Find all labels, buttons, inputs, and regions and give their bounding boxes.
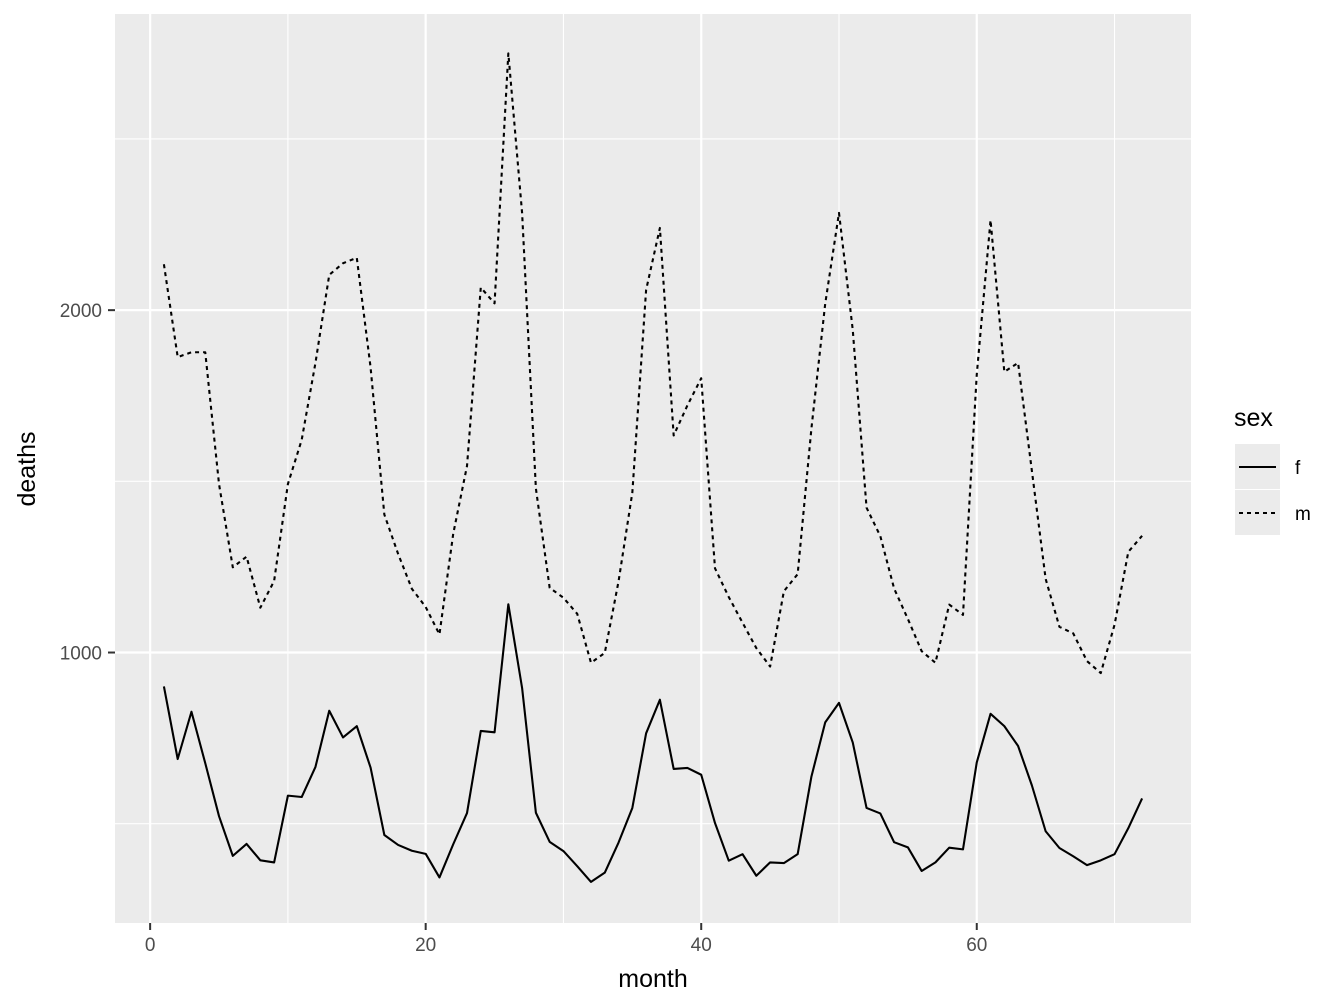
- x-tick-label: 40: [691, 935, 712, 956]
- x-tick-label: 20: [415, 935, 436, 956]
- grid-major: [115, 14, 1191, 923]
- x-axis-title: month: [618, 965, 687, 993]
- legend-label-m: m: [1295, 504, 1311, 525]
- plot-panel: [115, 14, 1191, 923]
- y-axis: 1000 2000: [60, 301, 115, 665]
- legend-title: sex: [1234, 404, 1273, 432]
- x-tick-label: 0: [145, 935, 156, 956]
- legend-label-f: f: [1295, 458, 1301, 479]
- series-line-f: [162, 603, 1144, 883]
- grid-minor: [115, 14, 1191, 923]
- y-tick-label: 1000: [60, 644, 102, 665]
- x-tick-label: 60: [966, 935, 987, 956]
- y-axis-title: deaths: [13, 431, 41, 506]
- series-layer: [162, 52, 1144, 883]
- x-axis: 0 20 40 60: [145, 923, 987, 956]
- legend: sex f m: [1234, 404, 1311, 535]
- series-line-m: [162, 52, 1143, 675]
- y-tick-label: 2000: [60, 301, 102, 322]
